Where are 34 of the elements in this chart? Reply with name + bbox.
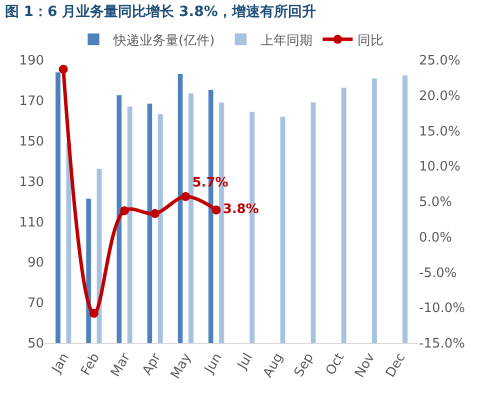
legend-label: 上年同期 [260, 33, 313, 48]
legend-label: 快递业务量(亿件) [112, 33, 215, 48]
point [89, 308, 98, 318]
point [58, 64, 68, 74]
y-tick-label: 110 [19, 215, 44, 230]
y-tick-label: 190 [19, 54, 44, 69]
y2-tick-label: 10.0% [419, 160, 460, 175]
y-tick-label: 150 [19, 134, 44, 150]
chart-title: 图 1：6 月业务量同比增长 3.8%，增速有所回升 [4, 2, 316, 20]
y2-tick-label: -15.0% [419, 336, 465, 352]
data-label: 3.8% [222, 202, 259, 218]
y2-tick-label: 20.0% [419, 88, 460, 104]
point [181, 192, 190, 202]
y2-tick-label: 0.0% [419, 230, 452, 246]
legend-label: 同比 [358, 33, 384, 48]
x-tick-label: Jul [234, 350, 256, 373]
y-tick-label: 130 [19, 174, 44, 190]
y-tick-label: 70 [27, 296, 44, 312]
y2-tick-label: -5.0% [419, 266, 457, 281]
y-tick-label: 50 [27, 336, 44, 352]
point [212, 205, 221, 214]
y2-tick-label: 25.0% [419, 54, 460, 69]
y2-tick-label: -10.0% [419, 301, 465, 316]
y2-tick-label: 15.0% [419, 124, 460, 140]
y-tick-label: 170 [19, 94, 44, 109]
x-tick-label: Oct [323, 350, 348, 378]
y-tick-label: 90 [27, 256, 44, 271]
x-tick-label: Jan [48, 350, 72, 377]
point [150, 209, 160, 218]
y2-tick-label: 5.0% [419, 195, 452, 210]
point [120, 206, 129, 216]
x-tick-label: Feb [78, 350, 104, 378]
x-tick-label: Sep [292, 350, 318, 380]
x-tick-label: Jun [202, 350, 226, 377]
